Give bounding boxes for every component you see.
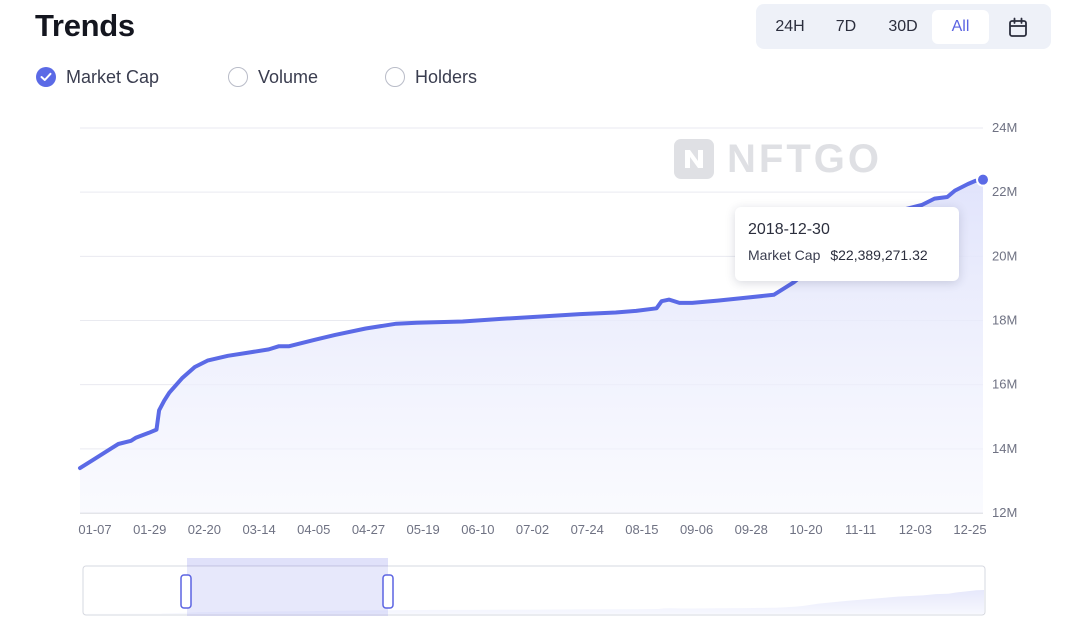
tooltip-value: $22,389,271.32 — [830, 247, 928, 263]
nftgo-watermark: NFTGO — [673, 136, 882, 181]
time-range-selector: 24H 7D 30D All — [756, 4, 1051, 49]
metric-market-cap-option[interactable]: Market Cap — [36, 64, 159, 90]
metric-volume-option[interactable]: Volume — [228, 64, 318, 90]
x-tick-label: 06-10 — [461, 522, 494, 537]
page-title: Trends — [35, 8, 135, 43]
tooltip-date: 2018-12-30 — [748, 221, 830, 238]
navigator-mini-area — [84, 590, 984, 614]
y-tick-label: 14M — [992, 441, 1017, 456]
range-all-button[interactable]: All — [932, 10, 989, 44]
navigator-selection[interactable] — [187, 558, 388, 616]
x-tick-label: 07-24 — [571, 522, 604, 537]
x-tick-label: 08-15 — [625, 522, 658, 537]
y-tick-label: 20M — [992, 248, 1017, 263]
market-cap-area — [80, 179, 983, 513]
range-navigator[interactable] — [82, 558, 986, 616]
x-tick-label: 09-06 — [680, 522, 713, 537]
y-tick-label: 18M — [992, 313, 1017, 328]
x-tick-label: 05-19 — [407, 522, 440, 537]
navigator-left-handle[interactable] — [180, 574, 192, 609]
x-tick-label: 03-14 — [242, 522, 275, 537]
hover-point[interactable] — [976, 172, 990, 187]
metric-label: Market Cap — [66, 66, 160, 87]
x-tick-label: 10-20 — [789, 522, 822, 537]
chart-tooltip: 2018-12-30 Market Cap $22,389,271.32 — [735, 207, 959, 281]
x-tick-label: 09-28 — [735, 522, 768, 537]
x-tick-label: 11-11 — [845, 522, 876, 537]
range-24h-button[interactable]: 24H — [775, 18, 805, 35]
range-7d-button[interactable]: 7D — [835, 18, 857, 35]
metric-label: Holders — [415, 66, 478, 87]
calendar-icon — [1009, 17, 1027, 37]
checkbox-checked-icon — [36, 67, 56, 87]
metric-label: Volume — [258, 66, 319, 87]
calendar-button[interactable] — [1001, 10, 1035, 44]
navigator-right-handle[interactable] — [382, 574, 394, 609]
range-30d-button[interactable]: 30D — [888, 18, 918, 35]
radio-unchecked-icon — [228, 67, 248, 87]
x-tick-label: 04-27 — [352, 522, 385, 537]
x-tick-label: 12-25 — [953, 522, 986, 537]
watermark-text: NFTGO — [727, 136, 882, 181]
metric-holders-option[interactable]: Holders — [385, 64, 477, 90]
y-tick-label: 12M — [992, 505, 1017, 520]
y-tick-label: 24M — [992, 120, 1017, 135]
x-tick-label: 01-07 — [78, 522, 111, 537]
x-tick-label: 02-20 — [188, 522, 221, 537]
x-tick-label: 01-29 — [133, 522, 166, 537]
x-tick-label: 12-03 — [899, 522, 932, 537]
radio-unchecked-icon — [385, 67, 405, 87]
y-tick-label: 22M — [992, 184, 1017, 199]
y-tick-label: 16M — [992, 377, 1017, 392]
x-tick-label: 04-05 — [297, 522, 330, 537]
nftgo-logo-icon — [674, 139, 714, 179]
tooltip-label: Market Cap — [748, 247, 821, 263]
x-tick-label: 07-02 — [516, 522, 549, 537]
